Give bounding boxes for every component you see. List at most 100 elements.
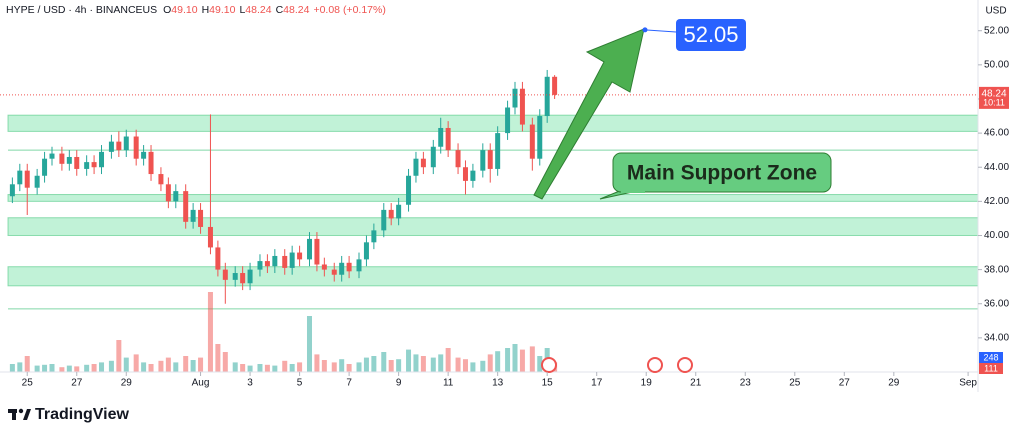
candle-body	[529, 124, 535, 159]
volume-bar	[66, 365, 72, 372]
candle-body	[91, 162, 97, 168]
candle-body	[158, 174, 164, 185]
volume-bar	[495, 351, 501, 372]
callout-join	[621, 189, 645, 193]
volume-bar	[413, 354, 419, 372]
candle-body	[49, 153, 55, 159]
candle-body	[346, 262, 352, 272]
volume-bar	[116, 340, 122, 372]
candle-body	[240, 273, 246, 284]
volume-bar	[215, 344, 221, 372]
volume-bar	[529, 346, 535, 372]
volume-bar	[34, 365, 40, 372]
candle-body	[123, 136, 129, 151]
candle-body	[183, 191, 189, 222]
target-arrow	[533, 28, 645, 200]
volume-bar	[346, 364, 352, 372]
candle-body	[445, 127, 451, 151]
volume-bar	[108, 360, 114, 372]
volume-bar	[363, 357, 369, 372]
candle-body	[470, 170, 476, 181]
candle-body	[363, 242, 369, 260]
volume-bar	[306, 316, 312, 372]
volume-bar	[17, 362, 23, 372]
logo-part	[12, 409, 16, 420]
volume-tag	[979, 363, 1003, 374]
y-tick-label: 34.00	[984, 333, 1009, 344]
volume-bar	[99, 362, 105, 372]
y-tick-label: 40.00	[984, 230, 1009, 241]
candle-body	[99, 151, 105, 168]
ohlc-value: 48.24	[283, 4, 309, 16]
volume-bar	[297, 362, 303, 372]
candle-body	[108, 141, 114, 152]
y-tick-label: 42.00	[984, 196, 1009, 207]
candle-body	[59, 153, 65, 164]
x-tick-label: 7	[346, 378, 352, 389]
x-tick-label: 27	[71, 378, 83, 389]
support-zone	[7, 266, 979, 287]
candle-body	[321, 264, 327, 270]
x-tick-label: 25	[22, 378, 34, 389]
x-tick-label: 5	[297, 378, 303, 389]
volume-bar	[289, 364, 295, 372]
price-tag-countdown: 10:11	[983, 97, 1005, 107]
target-label: 52.05	[683, 22, 738, 47]
volume-bar	[158, 360, 164, 372]
candle-body	[505, 107, 511, 134]
candle-body	[297, 252, 303, 260]
x-tick-label: 19	[641, 378, 653, 389]
volume-bar	[207, 292, 213, 372]
currency: USD	[985, 6, 1006, 17]
x-tick-label: 29	[888, 378, 900, 389]
candle-body	[9, 184, 15, 197]
volume-bar	[321, 360, 327, 372]
x-tick-label: Sep	[959, 378, 977, 389]
volume-bar	[9, 364, 15, 372]
ohlc-value: 49.10	[171, 4, 197, 16]
volume-bar	[314, 354, 320, 372]
y-tick-label: 36.00	[984, 298, 1009, 309]
x-tick-label: 29	[121, 378, 133, 389]
change: +0.08 (+0.17%)	[313, 4, 385, 16]
candle-body	[84, 162, 90, 169]
candle-body	[257, 261, 263, 270]
volume-bar	[74, 366, 80, 372]
volume-bar	[371, 356, 377, 372]
ohlc-key: L	[239, 4, 245, 16]
candle-body	[339, 262, 345, 275]
volume-bar	[49, 364, 55, 372]
candle-body	[165, 184, 171, 202]
volume-bar	[470, 362, 476, 372]
volume-bar	[537, 356, 543, 372]
candle-body	[74, 156, 80, 169]
volume-bar	[141, 362, 147, 372]
volume-bar	[24, 356, 30, 372]
volume-bar	[232, 362, 238, 372]
volume-bar	[406, 349, 412, 372]
volume-tag-label: 111	[984, 363, 998, 373]
volume-bar	[42, 364, 48, 372]
volume-bar	[388, 360, 394, 372]
target-connector	[644, 29, 677, 33]
x-tick-label: 9	[396, 378, 402, 389]
volume-bar	[123, 357, 129, 372]
target-box	[676, 19, 746, 51]
volume-bar	[133, 354, 139, 372]
candle-body	[413, 158, 419, 176]
candle-body	[396, 204, 402, 219]
logo-part	[23, 409, 31, 420]
candle-body	[552, 76, 558, 95]
volume-bar	[381, 352, 387, 372]
volume-bar	[148, 364, 154, 372]
candle-body	[381, 209, 387, 231]
volume-bar	[264, 364, 270, 372]
candle-body	[480, 150, 486, 171]
y-tick-label: 44.00	[984, 162, 1009, 173]
volume-bar	[519, 349, 525, 372]
volume-bar	[84, 364, 90, 372]
event-icons	[541, 357, 693, 373]
candle-body	[406, 175, 412, 205]
candle-body	[116, 141, 122, 151]
volume-bar	[420, 356, 426, 372]
